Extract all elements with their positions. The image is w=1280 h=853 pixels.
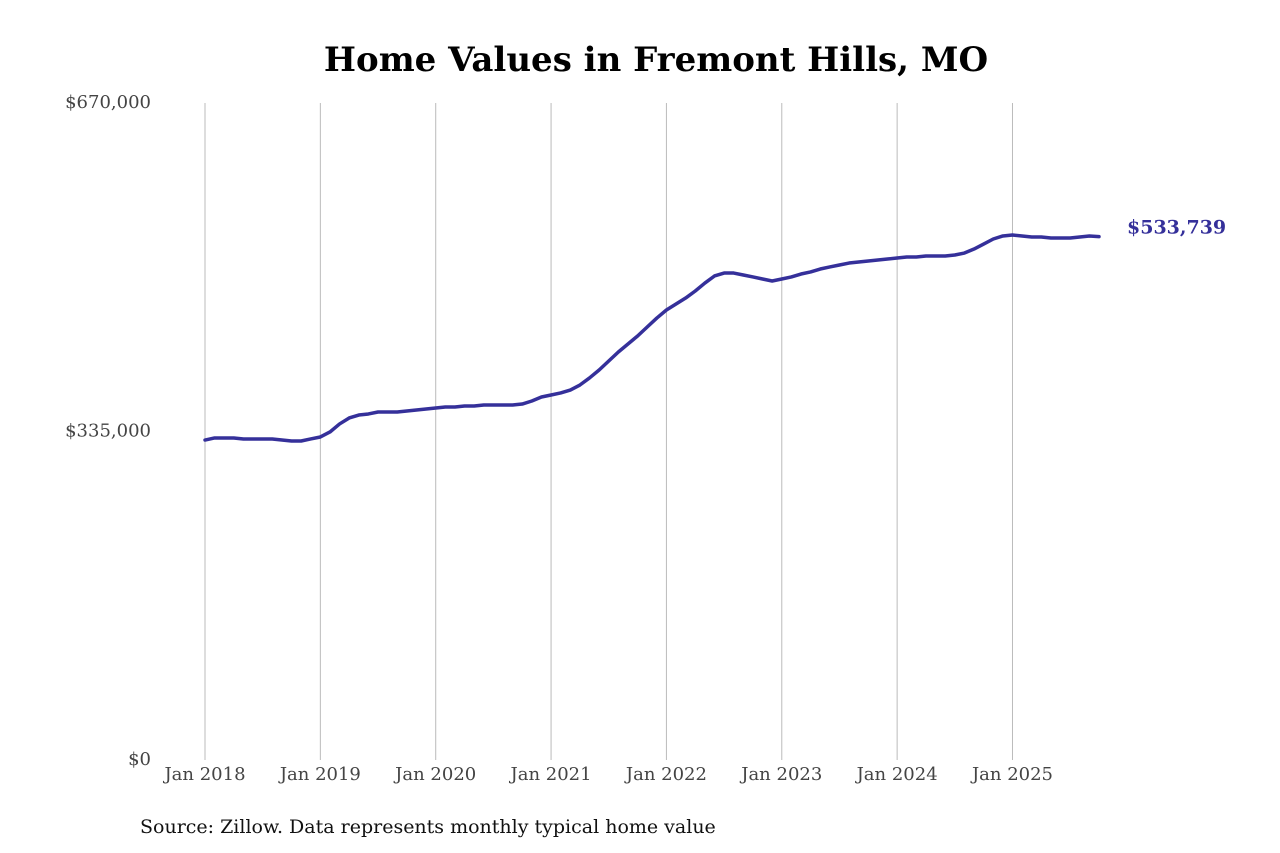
- y-tick-label: $335,000: [65, 421, 151, 442]
- x-tick-label: Jan 2023: [739, 764, 822, 785]
- line: [203, 233, 1101, 443]
- x-tick-label: Jan 2025: [970, 764, 1053, 785]
- x-tick-label: Jan 2020: [393, 764, 476, 785]
- source-note: Source: Zillow. Data represents monthly …: [140, 816, 716, 838]
- x-tick-label: Jan 2019: [278, 764, 361, 785]
- y-tick-label: $670,000: [65, 92, 151, 113]
- x-tick-label: Jan 2021: [509, 764, 592, 785]
- value-label: $533,739: [1127, 217, 1226, 239]
- chart-title: Home Values in Fremont Hills, MO: [324, 40, 988, 80]
- x-tick-label: Jan 2018: [162, 764, 245, 785]
- x-tick-label: Jan 2024: [855, 764, 938, 785]
- y-tick-label: $0: [128, 749, 151, 770]
- x-tick-label: Jan 2022: [624, 764, 707, 785]
